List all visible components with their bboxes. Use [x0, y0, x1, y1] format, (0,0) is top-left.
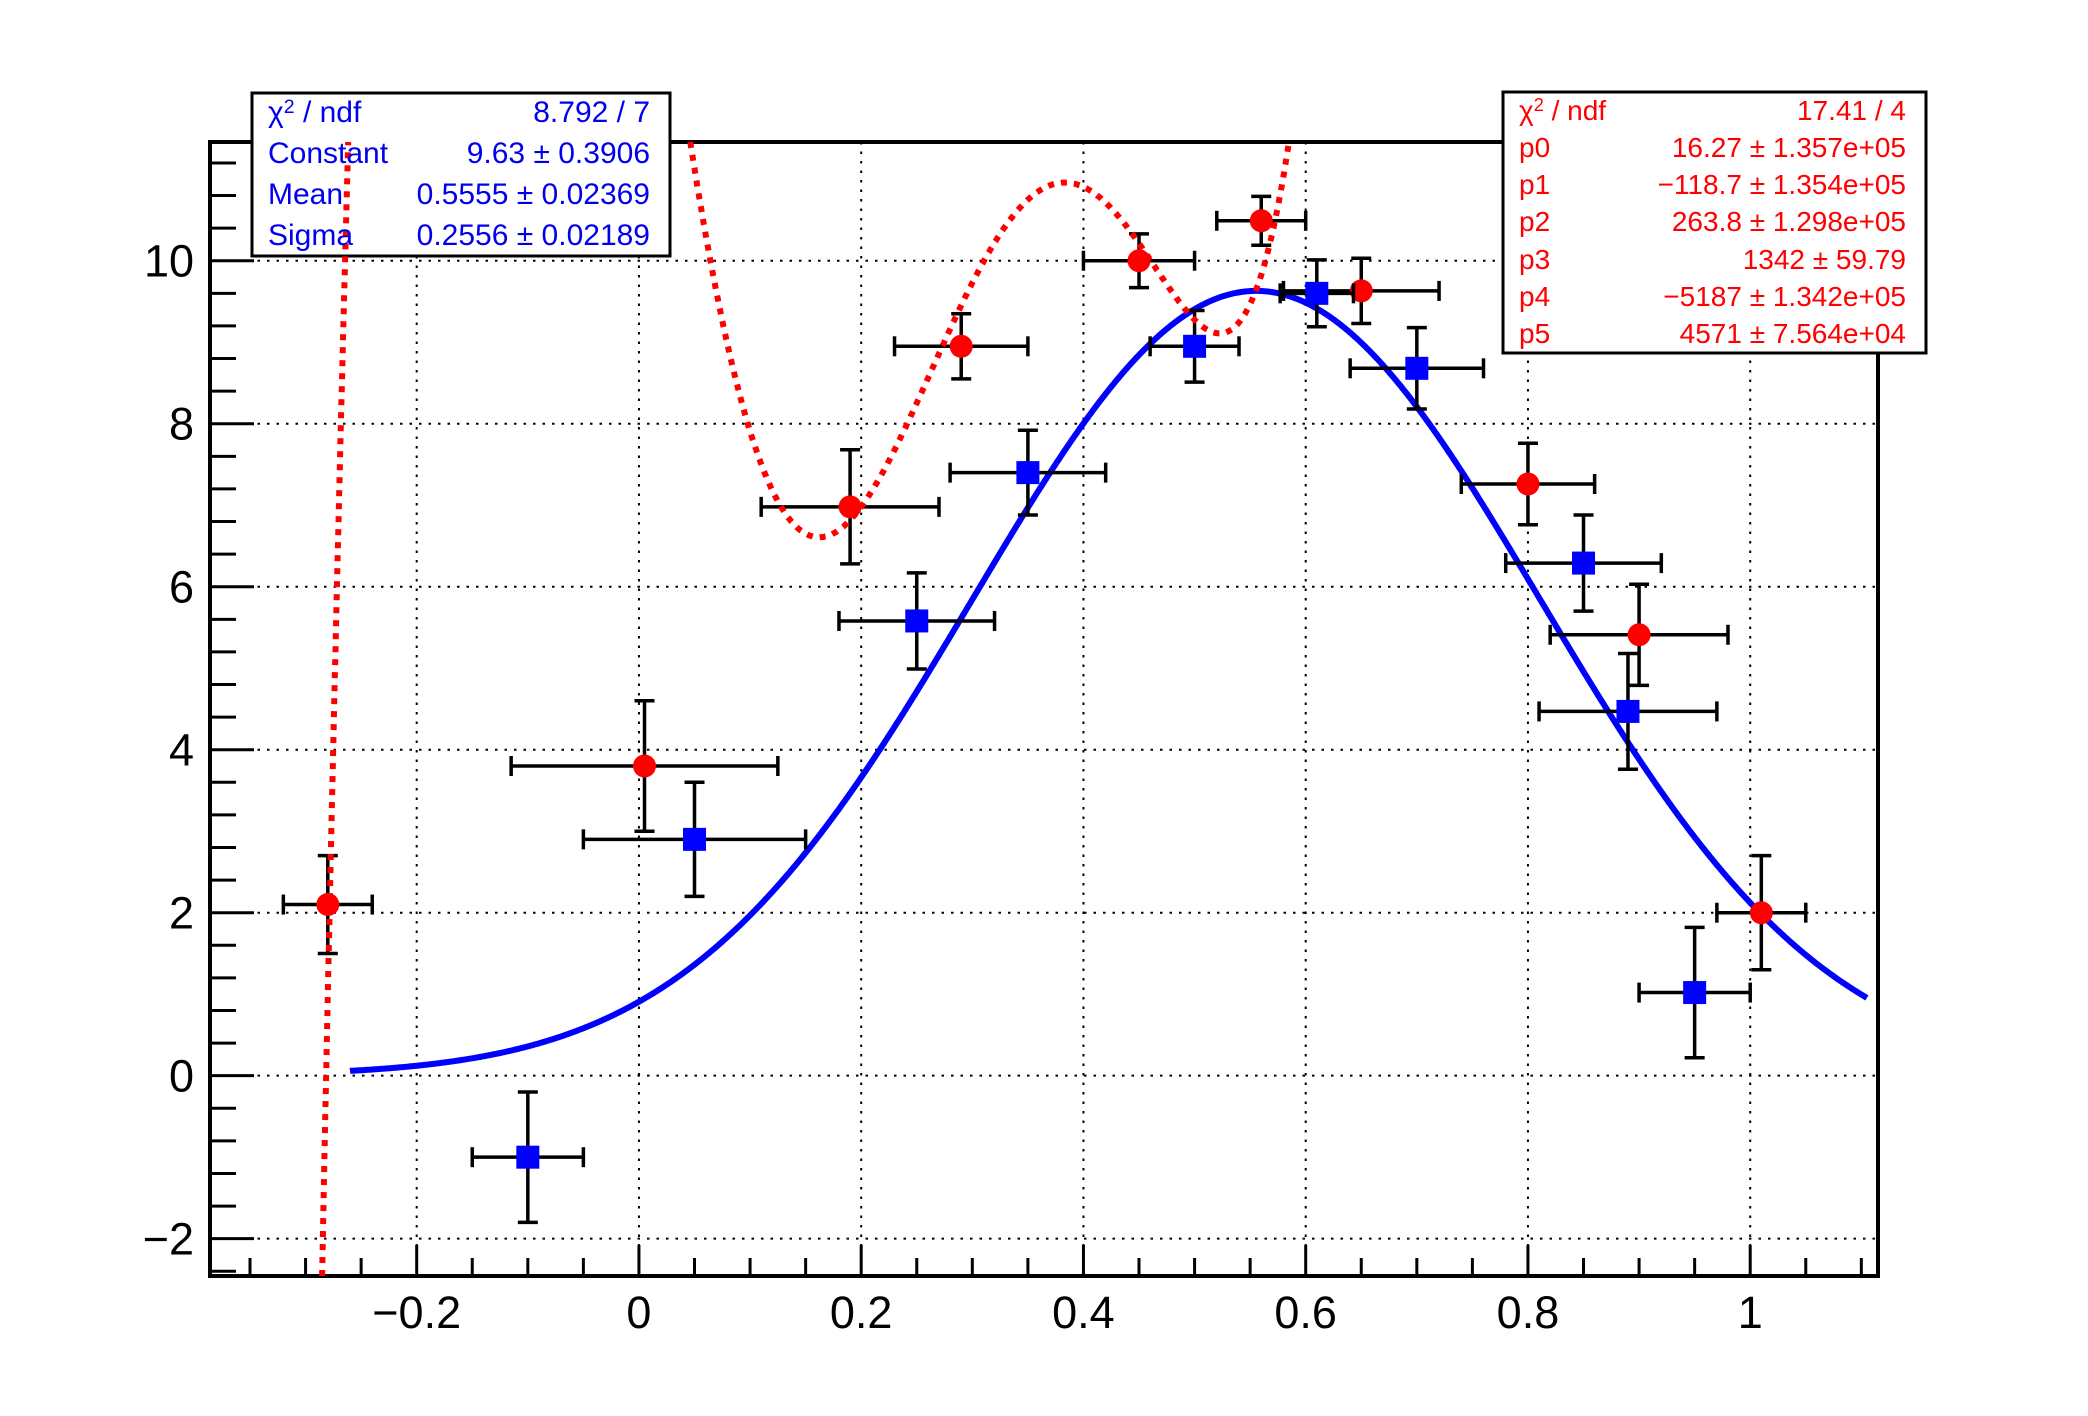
- stat-label: p5: [1519, 318, 1551, 350]
- x-tick-label: −0.2: [372, 1287, 461, 1338]
- stat-label: Sigma: [268, 218, 354, 252]
- stat-value: 17.41 / 4: [1797, 94, 1906, 126]
- stat-row-p1: p1 −118.7 ± 1.354e+05: [1503, 169, 1926, 201]
- data-point-blue-square: [683, 827, 707, 851]
- data-point-blue-square: [1616, 699, 1640, 723]
- stat-value: 4571 ± 7.564e+04: [1679, 318, 1906, 350]
- stat-row-sigma: Sigma 0.2556 ± 0.02189: [252, 219, 670, 253]
- data-point-blue-square: [1016, 461, 1040, 485]
- stat-value: −5187 ± 1.342e+05: [1663, 281, 1906, 313]
- y-tick-label: 4: [169, 725, 194, 776]
- data-point-red-circle: [1749, 901, 1773, 925]
- data-point-blue-square: [1183, 334, 1207, 358]
- stat-row-p3: p3 1342 ± 59.79: [1503, 244, 1926, 276]
- x-tick-label: 1: [1738, 1287, 1763, 1338]
- pol5-fit-segment: [687, 141, 1292, 541]
- stat-box-pol5-rect: [1501, 90, 1928, 355]
- data-point-red-circle: [838, 495, 862, 519]
- data-point-blue-square: [1405, 356, 1429, 380]
- pol5-fit-curve: [319, 141, 1292, 1277]
- stat-value: 263.8 ± 1.298e+05: [1671, 206, 1906, 238]
- y-axis-labels: −2 0 2 4 6 8 10: [143, 236, 194, 1265]
- data-point-red-circle: [633, 754, 657, 778]
- data-point-red-circle: [1516, 472, 1540, 496]
- stat-value: 1342 ± 59.79: [1742, 243, 1906, 275]
- stat-label: χ2 / ndf: [1519, 94, 1607, 126]
- stat-row-chi2: χ2 / ndf 8.792 / 7: [252, 96, 670, 130]
- stat-value: 9.63 ± 0.3906: [466, 137, 650, 171]
- stat-label: p0: [1519, 131, 1551, 163]
- pol5-fit-segment: [319, 141, 352, 1277]
- stat-value: 0.2556 ± 0.02189: [416, 218, 650, 252]
- data-point-red-circle: [949, 334, 973, 358]
- y-tick-label: 8: [169, 399, 194, 450]
- stat-box-rects: [250, 90, 1928, 355]
- data-point-blue-square: [1572, 551, 1596, 575]
- x-tick-label: 0.6: [1274, 1287, 1337, 1338]
- stat-row-chi2: χ2 / ndf 17.41 / 4: [1503, 95, 1926, 127]
- y-tick-label: 6: [169, 562, 194, 613]
- data-point-blue-square: [516, 1145, 540, 1169]
- stat-label: Mean: [268, 177, 344, 211]
- stat-box-gaussian-rect: [250, 91, 672, 258]
- data-point-blue-square: [1683, 981, 1707, 1005]
- stat-box-gaussian: χ2 / ndf 8.792 / 7 Constant 9.63 ± 0.390…: [252, 93, 670, 256]
- stat-value: 8.792 / 7: [533, 96, 650, 130]
- plot-frame: [208, 140, 1880, 1278]
- frame-rect: [208, 140, 1880, 1278]
- x-tick-label: 0.2: [830, 1287, 893, 1338]
- stat-label: Constant: [268, 137, 389, 171]
- axis-ticks: [210, 161, 1863, 1276]
- x-axis-labels: −0.2 0 0.2 0.4 0.6 0.8 1: [372, 1287, 1762, 1338]
- data-point-red-circle: [316, 893, 340, 917]
- y-tick-label: 10: [144, 236, 194, 287]
- data-point-blue-square: [905, 609, 929, 633]
- stat-row-p2: p2 263.8 ± 1.298e+05: [1503, 206, 1926, 238]
- gridlines: [210, 142, 1878, 1276]
- gaussian-fit-segment: [349, 287, 1869, 1074]
- y-tick-label: −2: [143, 1214, 194, 1265]
- x-tick-label: 0.8: [1497, 1287, 1560, 1338]
- y-tick-label: 0: [169, 1051, 194, 1102]
- red-circles-series: [281, 194, 1808, 972]
- stat-row-p4: p4 −5187 ± 1.342e+05: [1503, 281, 1926, 313]
- y-tick-label: 2: [169, 888, 194, 939]
- x-tick-label: 0.4: [1052, 1287, 1115, 1338]
- data-point-red-circle: [1627, 623, 1651, 647]
- stat-label: p2: [1519, 206, 1551, 238]
- stat-label: χ2 / ndf: [268, 95, 362, 130]
- stat-box-pol5: χ2 / ndf 17.41 / 4 p0 16.27 ± 1.357e+05 …: [1503, 92, 1926, 353]
- data-point-red-circle: [1349, 279, 1373, 303]
- data-point-red-circle: [1127, 249, 1151, 273]
- stat-value: −118.7 ± 1.354e+05: [1657, 169, 1906, 201]
- data-point-red-circle: [1249, 209, 1273, 233]
- gaussian-fit-curve: [349, 287, 1869, 1074]
- blue-squares-series: [470, 258, 1752, 1225]
- stat-value: 16.27 ± 1.357e+05: [1671, 131, 1906, 163]
- stat-row-mean: Mean 0.5555 ± 0.02369: [252, 178, 670, 212]
- stat-label: p4: [1519, 281, 1551, 313]
- data-point-blue-square: [1305, 281, 1329, 305]
- stat-row-p5: p5 4571 ± 7.564e+04: [1503, 318, 1926, 350]
- stat-label: p3: [1519, 243, 1551, 275]
- stat-row-p0: p0 16.27 ± 1.357e+05: [1503, 132, 1926, 164]
- stat-label: p1: [1519, 169, 1551, 201]
- x-tick-label: 0: [626, 1287, 651, 1338]
- stat-value: 0.5555 ± 0.02369: [416, 177, 650, 211]
- stat-row-constant: Constant 9.63 ± 0.3906: [252, 137, 670, 171]
